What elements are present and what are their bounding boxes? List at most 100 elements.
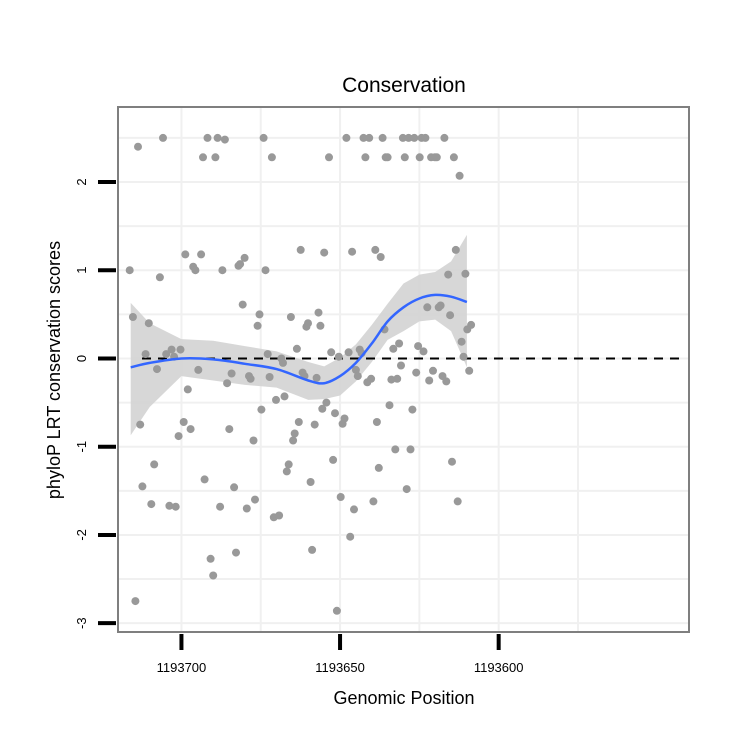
data-point xyxy=(131,597,140,606)
data-point xyxy=(332,606,341,615)
data-point xyxy=(457,337,466,346)
data-point xyxy=(342,133,351,142)
data-point xyxy=(316,321,325,330)
data-point xyxy=(296,245,305,254)
data-point xyxy=(174,432,183,441)
data-point xyxy=(251,495,259,504)
data-point xyxy=(253,321,262,330)
y-tick-label: -3 xyxy=(74,617,89,629)
x-axis: 1193700 1193650 1193600 xyxy=(157,634,524,675)
data-point xyxy=(331,409,339,418)
data-point xyxy=(310,420,319,429)
data-point xyxy=(415,153,424,162)
data-point xyxy=(442,377,451,386)
data-point xyxy=(432,153,441,162)
data-point xyxy=(159,133,167,142)
data-point xyxy=(289,436,298,445)
data-point xyxy=(275,511,284,520)
smooth-line-layer xyxy=(130,293,468,385)
smooth-fit-line xyxy=(130,293,468,385)
data-point xyxy=(150,460,159,469)
data-point xyxy=(449,153,458,162)
y-tick-label: -2 xyxy=(74,529,89,541)
data-point xyxy=(257,405,266,414)
data-point xyxy=(391,445,400,454)
data-point xyxy=(206,554,215,563)
data-point xyxy=(147,500,156,509)
x-axis-title: Genomic Position xyxy=(333,688,474,708)
data-point xyxy=(385,401,394,410)
data-point xyxy=(393,374,402,383)
data-point xyxy=(444,270,453,279)
data-point xyxy=(191,266,200,275)
data-point xyxy=(134,142,142,151)
data-point xyxy=(165,501,174,510)
data-point xyxy=(240,253,249,262)
data-point xyxy=(181,250,190,259)
data-point xyxy=(304,319,312,328)
data-point xyxy=(144,319,153,328)
data-point xyxy=(225,425,234,434)
data-point xyxy=(261,266,270,275)
data-point xyxy=(255,310,264,319)
data-point xyxy=(365,133,374,142)
y-axis-title: phyloP LRT conservation scores xyxy=(44,241,64,499)
data-point xyxy=(216,502,225,511)
data-point xyxy=(286,313,295,321)
data-point xyxy=(227,369,236,378)
data-point xyxy=(351,365,360,374)
data-point xyxy=(179,418,188,426)
data-point xyxy=(290,429,299,438)
data-point xyxy=(284,460,293,469)
data-point xyxy=(246,374,255,383)
data-point xyxy=(280,392,289,401)
data-point xyxy=(378,133,387,142)
y-tick-label: 2 xyxy=(74,178,89,185)
data-point xyxy=(436,301,445,310)
x-tick-label: 1193600 xyxy=(474,660,524,675)
data-point xyxy=(389,344,398,353)
points-layer xyxy=(125,133,476,615)
data-point xyxy=(318,404,327,413)
data-point xyxy=(329,455,338,464)
data-point xyxy=(459,352,468,361)
data-point xyxy=(197,250,206,259)
data-point xyxy=(176,345,185,354)
x-tick-label: 1193700 xyxy=(157,660,207,675)
data-point xyxy=(376,253,385,261)
data-point xyxy=(294,418,303,426)
data-point xyxy=(406,445,415,454)
data-point xyxy=(451,245,460,254)
data-point xyxy=(128,313,137,321)
data-point xyxy=(344,348,353,357)
data-point xyxy=(350,505,358,514)
y-tick-label: 0 xyxy=(74,355,89,362)
data-point xyxy=(346,532,355,541)
data-point xyxy=(282,467,291,476)
data-point xyxy=(421,133,430,142)
data-point xyxy=(223,379,232,388)
data-point xyxy=(259,133,268,142)
data-point xyxy=(465,366,474,375)
data-point xyxy=(232,548,240,557)
data-point xyxy=(320,248,329,257)
data-point xyxy=(211,153,220,162)
data-point xyxy=(209,571,218,580)
y-tick-label: -1 xyxy=(74,441,89,453)
data-point xyxy=(367,374,376,383)
data-point xyxy=(353,372,362,381)
data-point xyxy=(263,350,272,359)
data-point xyxy=(272,395,280,404)
data-point xyxy=(402,485,411,494)
y-tick-label: 1 xyxy=(74,267,89,274)
data-point xyxy=(230,483,239,492)
data-point xyxy=(238,300,247,309)
data-point xyxy=(453,497,462,506)
data-point xyxy=(213,133,222,142)
data-point xyxy=(425,376,434,385)
data-point xyxy=(400,153,409,162)
data-point xyxy=(242,504,251,513)
data-point xyxy=(448,457,456,466)
data-point xyxy=(162,350,171,359)
